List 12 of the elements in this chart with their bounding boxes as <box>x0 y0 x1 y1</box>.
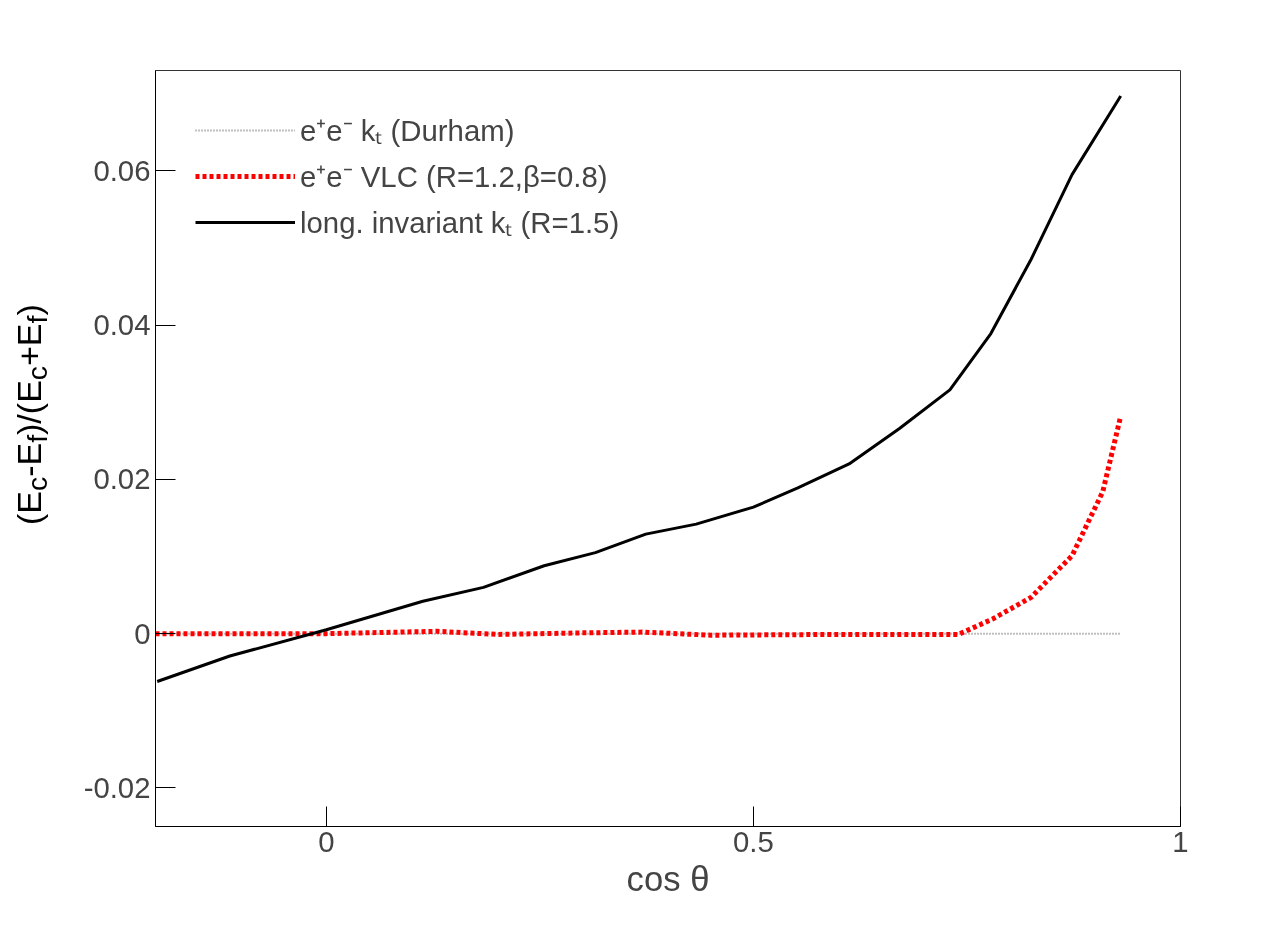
legend-label: e⁺e⁻ VLC (R=1.2,β=0.8) <box>300 159 608 195</box>
y-tick-label: 0 <box>134 616 151 650</box>
x-tick-label: 1 <box>1172 824 1189 858</box>
y-tick-label: -0.02 <box>83 770 151 804</box>
x-axis-title: cos θ <box>626 859 710 898</box>
y-tick-label: 0.02 <box>93 462 151 496</box>
y-tick-label: 0.04 <box>93 308 151 342</box>
x-tick-label: 0.5 <box>733 824 774 858</box>
y-tick-label: 0.06 <box>93 153 151 187</box>
legend-label: e⁺e⁻ kₜ (Durham) <box>300 113 515 149</box>
x-tick-label: 0 <box>318 824 335 858</box>
legend-label: long. invariant kₜ (R=1.5) <box>300 205 620 241</box>
